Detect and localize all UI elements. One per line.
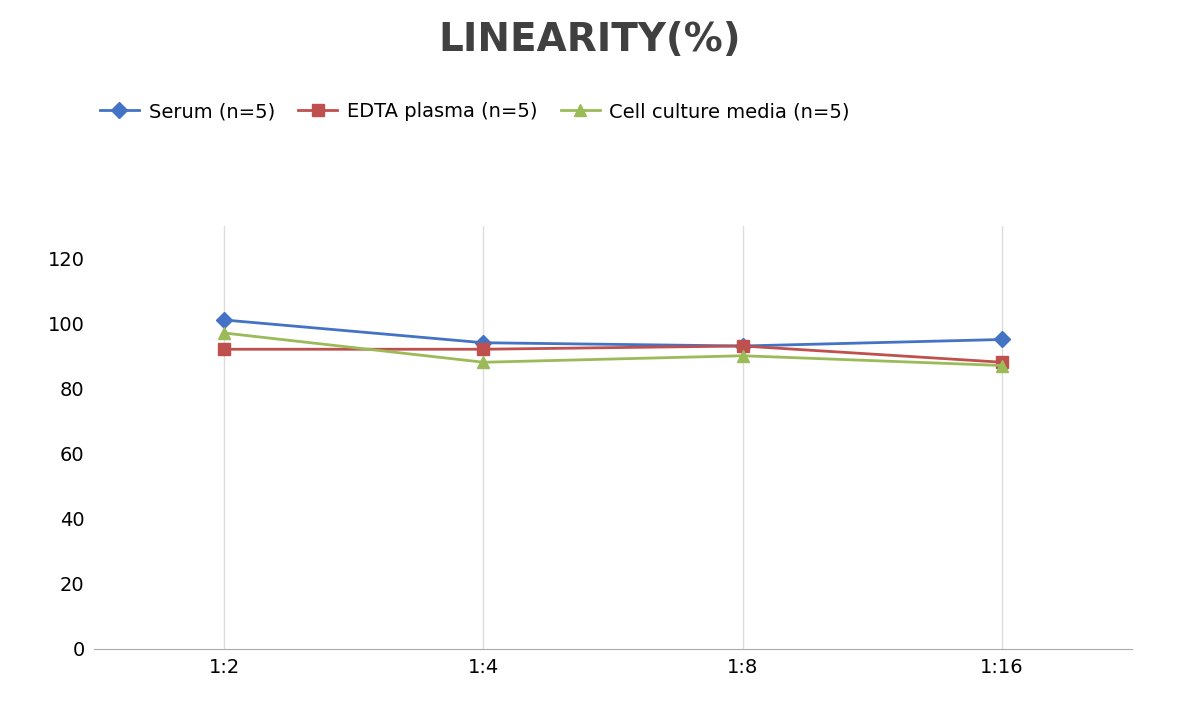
Serum (n=5) <box>476 338 490 347</box>
Line: EDTA plasma (n=5): EDTA plasma (n=5) <box>218 341 1008 368</box>
Serum (n=5) <box>217 316 231 324</box>
EDTA plasma (n=5) <box>995 358 1009 367</box>
Cell culture media (n=5) <box>476 358 490 367</box>
Text: LINEARITY(%): LINEARITY(%) <box>439 21 740 59</box>
EDTA plasma (n=5) <box>736 342 750 350</box>
EDTA plasma (n=5) <box>217 345 231 353</box>
Line: Cell culture media (n=5): Cell culture media (n=5) <box>218 326 1008 372</box>
Cell culture media (n=5) <box>995 361 1009 369</box>
Cell culture media (n=5) <box>217 329 231 337</box>
Cell culture media (n=5) <box>736 352 750 360</box>
Line: Serum (n=5): Serum (n=5) <box>218 314 1008 352</box>
EDTA plasma (n=5) <box>476 345 490 353</box>
Serum (n=5) <box>995 336 1009 344</box>
Serum (n=5) <box>736 342 750 350</box>
Legend: Serum (n=5), EDTA plasma (n=5), Cell culture media (n=5): Serum (n=5), EDTA plasma (n=5), Cell cul… <box>92 94 857 129</box>
